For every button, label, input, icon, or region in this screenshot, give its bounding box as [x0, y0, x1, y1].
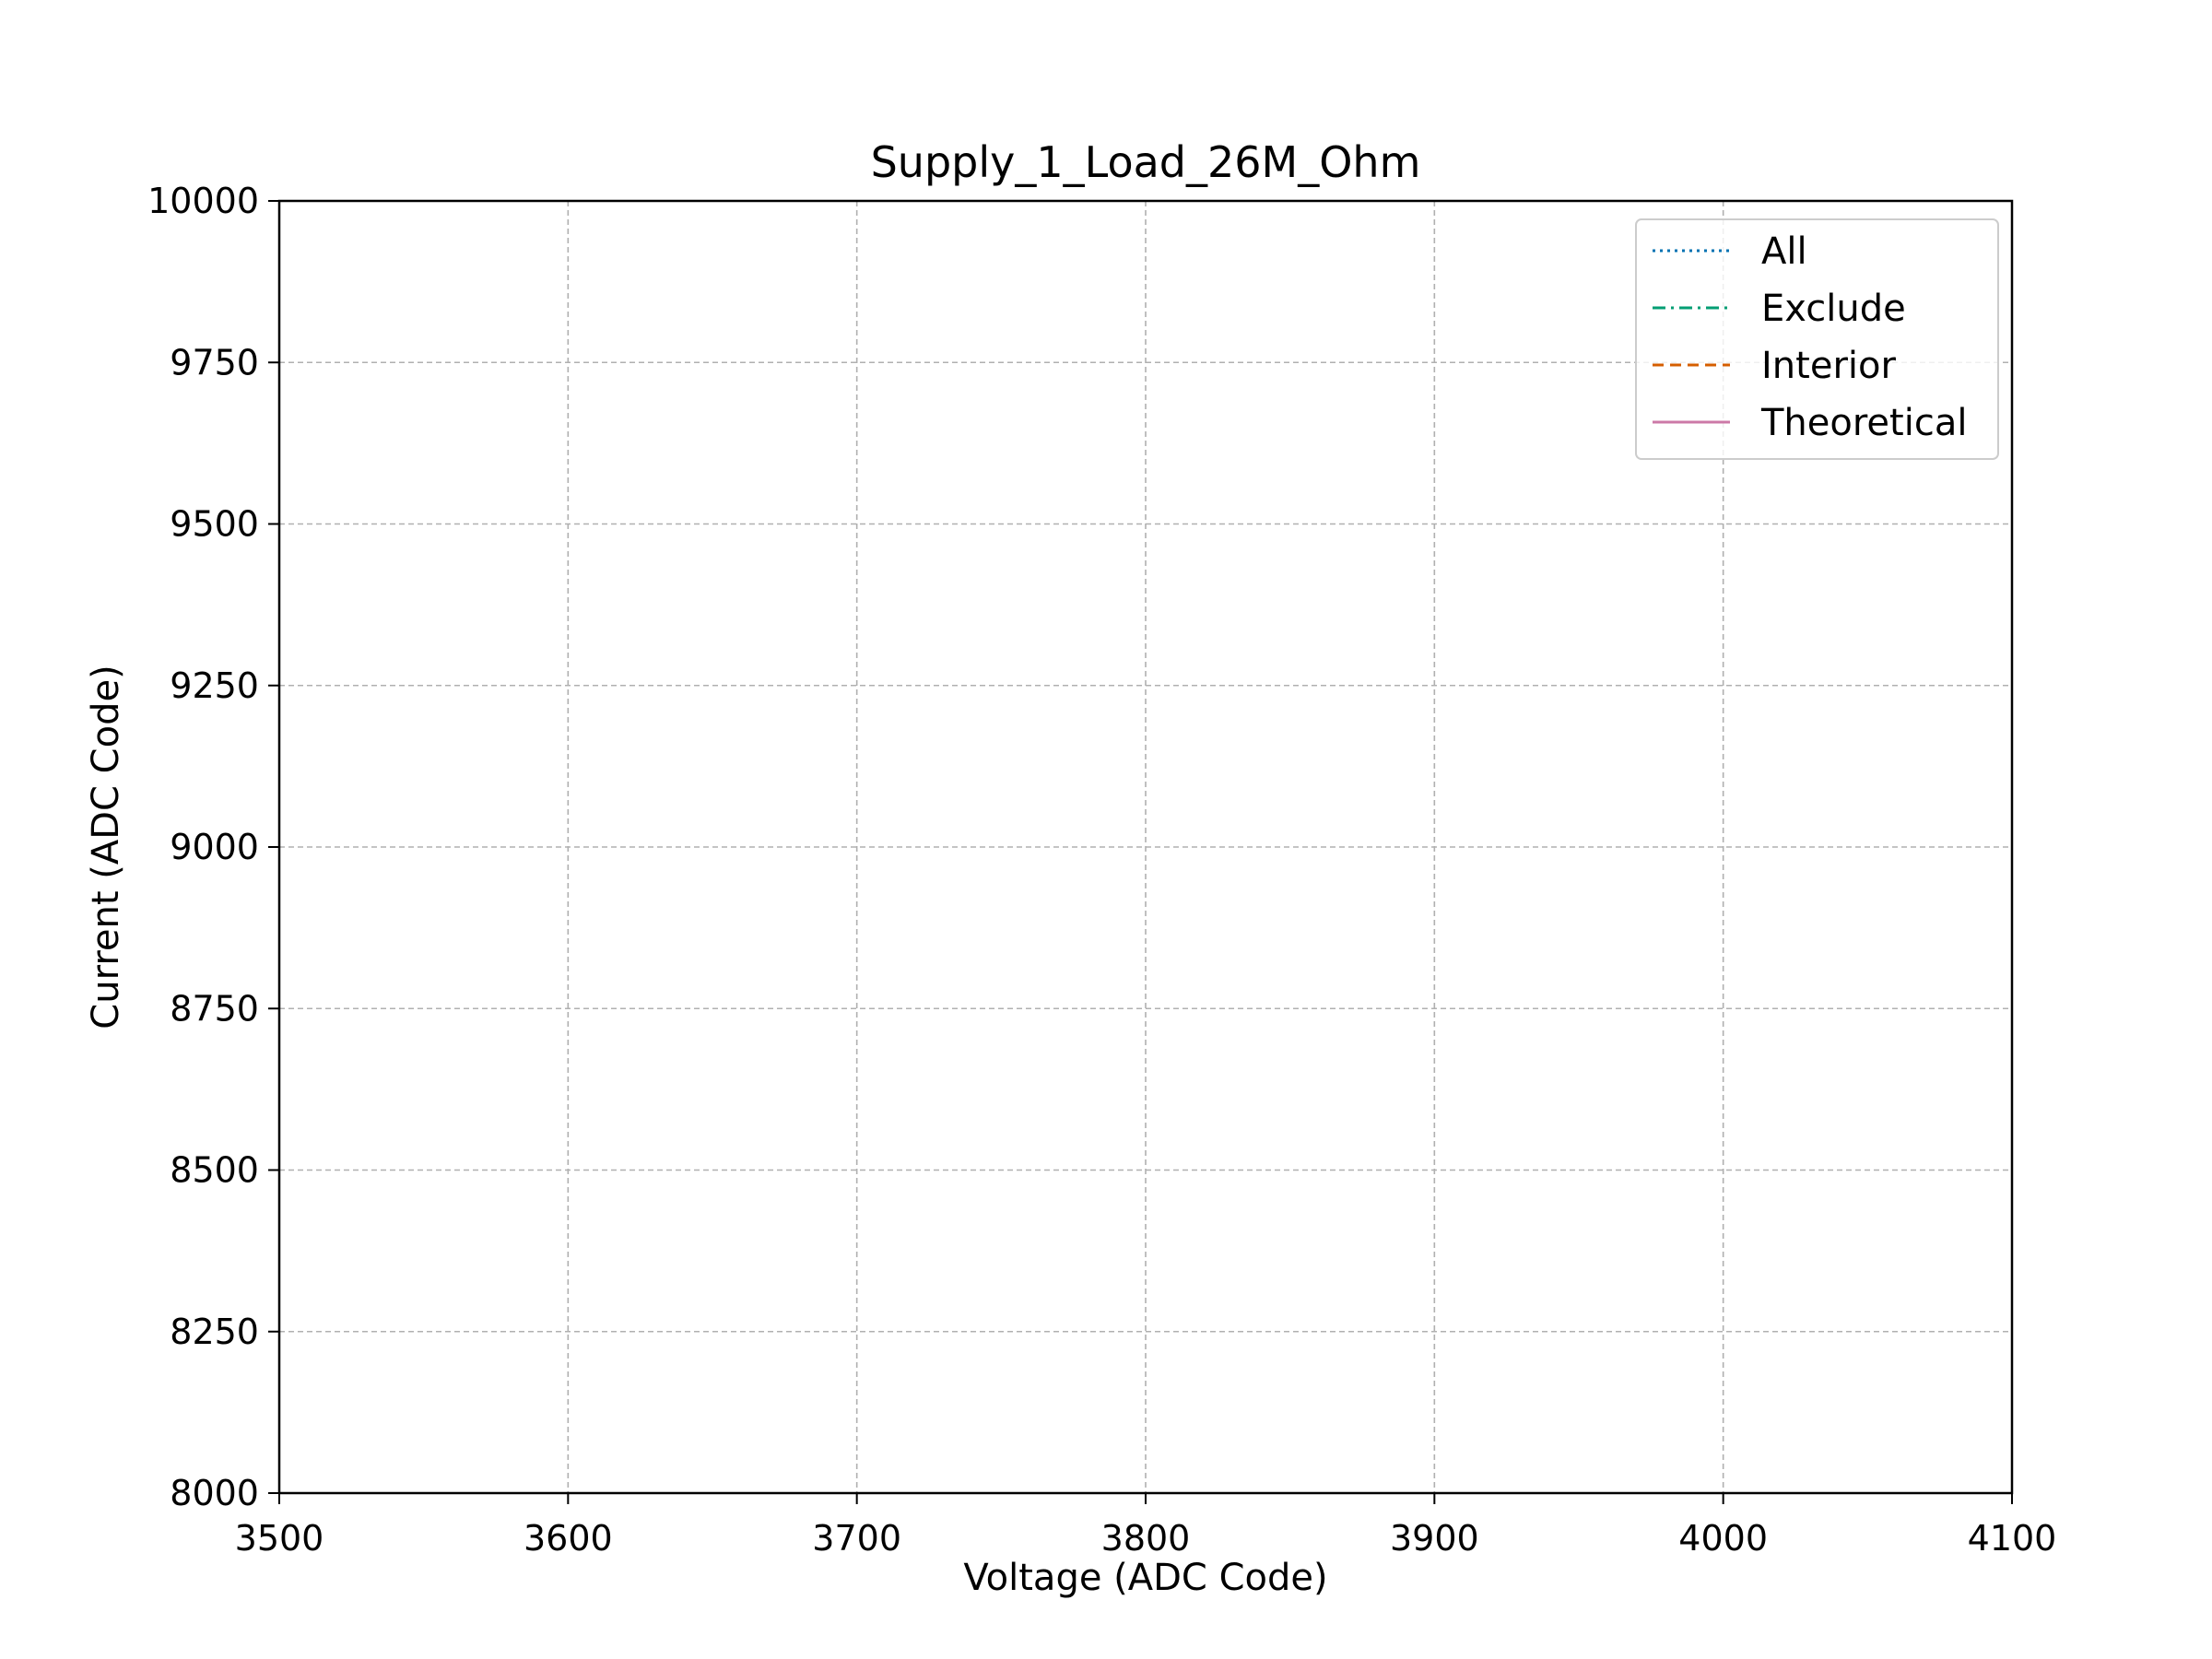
- legend-entries: All Exclude Interior Theoretical: [1653, 230, 1967, 444]
- x-tick-label: 3900: [1390, 1518, 1479, 1559]
- ticks: 3500 3600 3700 3800 3900 4000 4100 8000 8250 8500…: [147, 181, 2056, 1559]
- x-tick-label: 4100: [1968, 1518, 2057, 1559]
- y-axis-label: Current (ADC Code): [85, 665, 127, 1029]
- x-axis-label: Voltage (ADC Code): [963, 1557, 1327, 1599]
- y-tick-label: 8250: [170, 1312, 259, 1352]
- legend-label: Theoretical: [1760, 402, 1967, 444]
- x-tick-label: 3500: [235, 1518, 324, 1559]
- y-tick-label: 8000: [170, 1473, 259, 1513]
- x-tick-label: 3600: [524, 1518, 613, 1559]
- y-tick-label: 10000: [147, 181, 259, 221]
- y-tick-label: 9000: [170, 827, 259, 867]
- x-tick-label: 3700: [812, 1518, 901, 1559]
- legend-box: [1635, 218, 1999, 460]
- y-tick-label: 8500: [170, 1150, 259, 1191]
- x-tick-label: 3800: [1101, 1518, 1191, 1559]
- y-tick-label: 9750: [170, 342, 259, 382]
- y-tick-label: 9500: [170, 504, 259, 545]
- x-tick-label: 4000: [1678, 1518, 1768, 1559]
- y-tick-label: 9250: [170, 665, 259, 706]
- legend-label: Exclude: [1761, 288, 1906, 330]
- legend-label: Interior: [1761, 345, 1896, 387]
- legend: All Exclude Interior Theoretical: [1635, 218, 1999, 460]
- chart-title: Supply_1_Load_26M_Ohm: [871, 137, 1421, 187]
- legend-label: All: [1761, 230, 1807, 273]
- y-tick-label: 8750: [170, 988, 259, 1029]
